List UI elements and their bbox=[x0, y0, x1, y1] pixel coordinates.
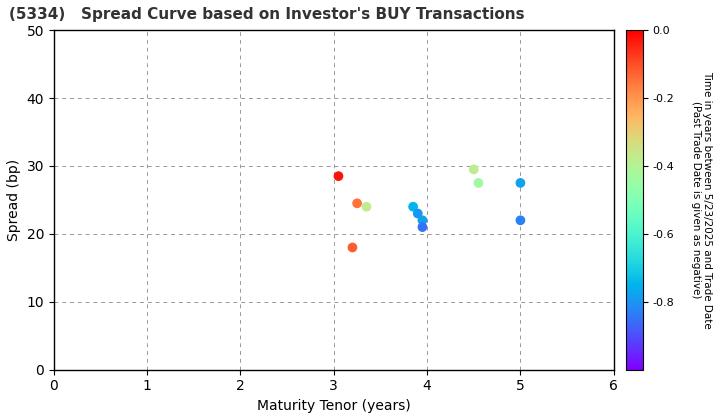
Point bbox=[468, 166, 480, 173]
Y-axis label: Time in years between 5/23/2025 and Trade Date
(Past Trade Date is given as nega: Time in years between 5/23/2025 and Trad… bbox=[690, 71, 712, 329]
Point bbox=[351, 200, 363, 207]
Point bbox=[347, 244, 359, 251]
Point bbox=[472, 180, 484, 186]
Text: (5334)   Spread Curve based on Investor's BUY Transactions: (5334) Spread Curve based on Investor's … bbox=[9, 7, 525, 22]
Point bbox=[515, 180, 526, 186]
Point bbox=[417, 217, 428, 224]
Point bbox=[515, 217, 526, 224]
Point bbox=[333, 173, 344, 179]
Point bbox=[412, 210, 423, 217]
X-axis label: Maturity Tenor (years): Maturity Tenor (years) bbox=[257, 399, 410, 413]
Point bbox=[417, 224, 428, 231]
Y-axis label: Spread (bp): Spread (bp) bbox=[7, 159, 21, 241]
Point bbox=[361, 203, 372, 210]
Point bbox=[408, 203, 419, 210]
